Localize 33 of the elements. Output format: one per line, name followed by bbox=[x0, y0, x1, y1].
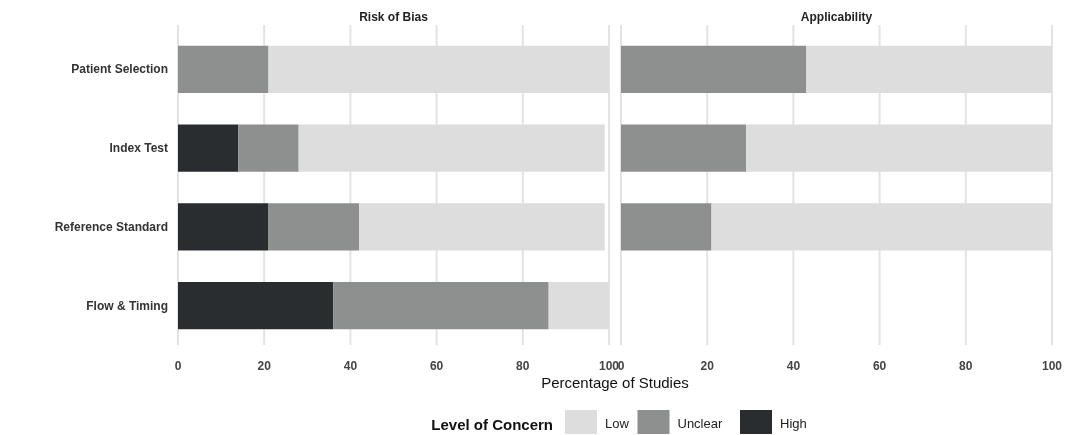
chart-title: Risk of Bias bbox=[359, 10, 429, 24]
bar bbox=[178, 124, 239, 172]
x-tick-label: 60 bbox=[429, 359, 444, 373]
legend-label: Unclear bbox=[677, 416, 723, 431]
x-tick-label: 20 bbox=[700, 359, 715, 373]
x-tick-label: 20 bbox=[257, 359, 272, 373]
x-axis-title: Percentage of Studies bbox=[541, 374, 689, 391]
bar bbox=[238, 124, 299, 172]
x-tick-label: 100 bbox=[598, 359, 620, 373]
legend-label: Low bbox=[605, 416, 630, 431]
bar bbox=[621, 124, 746, 172]
x-tick-label: 40 bbox=[786, 359, 801, 373]
y-tick-label: Reference Standard bbox=[54, 219, 168, 234]
bar bbox=[178, 45, 269, 93]
bar bbox=[621, 45, 807, 93]
x-tick-label: 80 bbox=[959, 359, 973, 373]
y-tick-label: Patient Selection bbox=[71, 62, 168, 77]
y-tick-label: Index Test bbox=[109, 141, 168, 156]
x-tick-label: 0 bbox=[174, 359, 182, 373]
legend-title: Level of Concern bbox=[431, 416, 553, 433]
bar bbox=[333, 282, 549, 330]
bar bbox=[178, 203, 269, 251]
y-tick-label: Flow & Timing bbox=[86, 298, 168, 313]
x-tick-label: 60 bbox=[872, 359, 887, 373]
chart-title: Applicability bbox=[800, 10, 873, 24]
x-tick-label: 40 bbox=[343, 359, 358, 373]
bar bbox=[621, 203, 712, 251]
bar bbox=[178, 282, 334, 330]
legend-label: High bbox=[780, 416, 807, 431]
x-tick-label: 0 bbox=[617, 359, 625, 373]
x-tick-label: 100 bbox=[1041, 359, 1063, 373]
x-tick-label: 80 bbox=[516, 359, 530, 373]
bar bbox=[268, 203, 360, 251]
